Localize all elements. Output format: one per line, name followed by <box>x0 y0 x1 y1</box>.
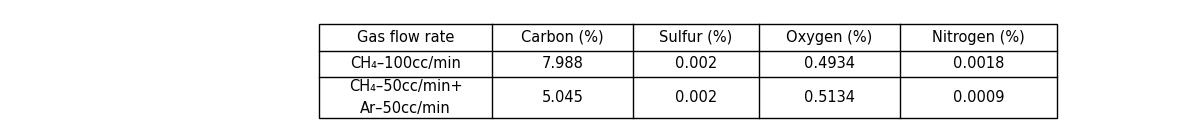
Text: Oxygen (%): Oxygen (%) <box>787 30 872 45</box>
Text: CH₄–50cc/min+: CH₄–50cc/min+ <box>349 79 463 94</box>
Text: 0.4934: 0.4934 <box>804 56 856 71</box>
Text: 0.002: 0.002 <box>675 90 718 105</box>
Text: 0.0009: 0.0009 <box>953 90 1004 105</box>
Text: 5.045: 5.045 <box>541 90 583 105</box>
Text: 7.988: 7.988 <box>541 56 583 71</box>
Text: CH₄–100cc/min: CH₄–100cc/min <box>350 56 462 71</box>
Bar <box>319 24 1057 118</box>
Text: 0.0018: 0.0018 <box>953 56 1004 71</box>
Text: Gas flow rate: Gas flow rate <box>357 30 455 45</box>
Text: Nitrogen (%): Nitrogen (%) <box>932 30 1025 45</box>
Text: 0.5134: 0.5134 <box>804 90 856 105</box>
Text: Carbon (%): Carbon (%) <box>521 30 605 45</box>
Text: Ar–50cc/min: Ar–50cc/min <box>361 101 451 116</box>
Text: Sulfur (%): Sulfur (%) <box>659 30 733 45</box>
Text: 0.002: 0.002 <box>675 56 718 71</box>
